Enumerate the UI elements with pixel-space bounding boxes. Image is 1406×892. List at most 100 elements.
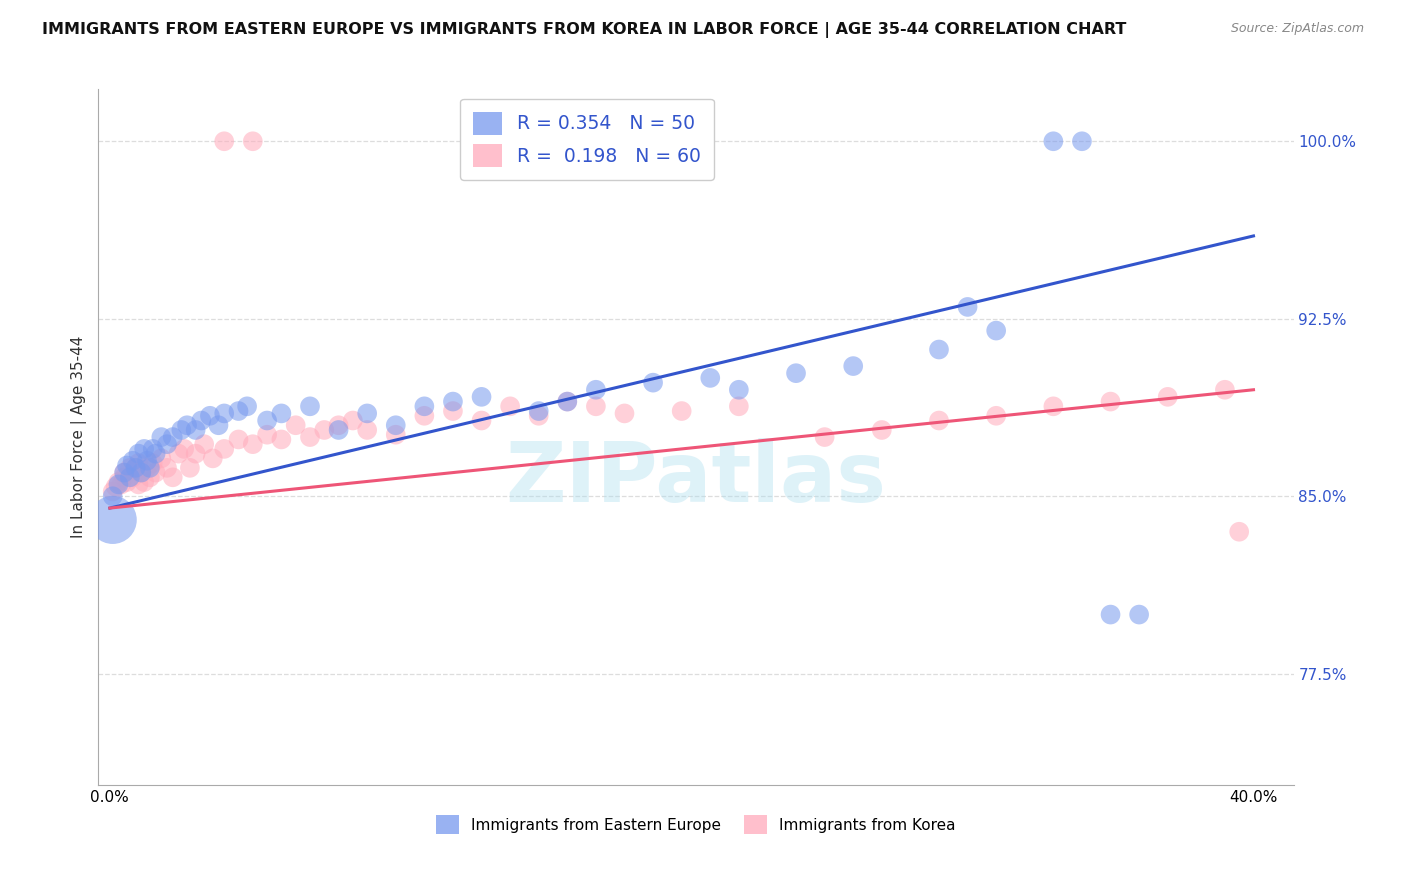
Point [328, 423, 350, 437]
Point [1099, 607, 1122, 622]
Legend: Immigrants from Eastern Europe, Immigrants from Korea: Immigrants from Eastern Europe, Immigran… [430, 809, 962, 840]
Point [413, 409, 436, 423]
Point [785, 366, 807, 380]
Point [112, 466, 135, 480]
Point [284, 418, 307, 433]
Point [190, 413, 212, 427]
Point [107, 477, 129, 491]
Point [298, 430, 321, 444]
Point [104, 480, 127, 494]
Point [384, 427, 406, 442]
Point [150, 451, 173, 466]
Point [228, 404, 250, 418]
Point [928, 343, 950, 357]
Point [499, 400, 522, 414]
Point [613, 406, 636, 420]
Point [314, 423, 336, 437]
Point [986, 409, 1008, 423]
Point [115, 458, 138, 473]
Point [242, 134, 264, 148]
Point [162, 470, 184, 484]
Point [671, 404, 693, 418]
Point [228, 433, 250, 447]
Point [956, 300, 979, 314]
Point [270, 433, 292, 447]
Point [142, 442, 165, 456]
Point [555, 394, 578, 409]
Point [136, 460, 159, 475]
Point [118, 470, 141, 484]
Text: IMMIGRANTS FROM EASTERN EUROPE VS IMMIGRANTS FROM KOREA IN LABOR FORCE | AGE 35-: IMMIGRANTS FROM EASTERN EUROPE VS IMMIGR… [42, 22, 1126, 38]
Point [555, 394, 578, 409]
Point [167, 447, 190, 461]
Point [173, 442, 195, 456]
Point [270, 406, 292, 420]
Point [136, 454, 159, 468]
Point [728, 400, 751, 414]
Point [101, 489, 124, 503]
Point [145, 466, 167, 480]
Point [124, 460, 146, 475]
Point [118, 460, 141, 475]
Point [110, 477, 132, 491]
Point [150, 430, 173, 444]
Point [121, 470, 143, 484]
Point [298, 400, 321, 414]
Point [441, 394, 464, 409]
Point [328, 418, 350, 433]
Point [112, 466, 135, 480]
Point [198, 409, 221, 423]
Point [1042, 134, 1064, 148]
Point [207, 418, 229, 433]
Point [527, 409, 550, 423]
Point [585, 400, 607, 414]
Point [201, 451, 224, 466]
Point [728, 383, 751, 397]
Point [115, 475, 138, 489]
Point [1213, 383, 1236, 397]
Point [256, 427, 278, 442]
Point [145, 447, 167, 461]
Point [470, 413, 492, 427]
Point [176, 418, 198, 433]
Point [641, 376, 664, 390]
Point [356, 423, 378, 437]
Point [170, 423, 193, 437]
Point [127, 477, 149, 491]
Point [342, 413, 364, 427]
Point [101, 513, 124, 527]
Point [527, 404, 550, 418]
Point [162, 430, 184, 444]
Point [193, 437, 215, 451]
Point [142, 456, 165, 470]
Point [184, 447, 207, 461]
Point [121, 454, 143, 468]
Point [131, 466, 153, 480]
Point [413, 400, 436, 414]
Point [384, 418, 406, 433]
Point [986, 324, 1008, 338]
Point [356, 406, 378, 420]
Point [470, 390, 492, 404]
Point [212, 134, 235, 148]
Point [134, 475, 156, 489]
Point [870, 423, 893, 437]
Point [1157, 390, 1180, 404]
Point [1099, 394, 1122, 409]
Point [127, 447, 149, 461]
Point [1071, 134, 1094, 148]
Point [139, 470, 162, 484]
Point [928, 413, 950, 427]
Point [131, 466, 153, 480]
Point [139, 460, 162, 475]
Point [842, 359, 865, 373]
Text: ZIPatlas: ZIPatlas [506, 438, 886, 519]
Point [242, 437, 264, 451]
Point [212, 406, 235, 420]
Y-axis label: In Labor Force | Age 35-44: In Labor Force | Age 35-44 [72, 336, 87, 538]
Text: Source: ZipAtlas.com: Source: ZipAtlas.com [1230, 22, 1364, 36]
Point [156, 460, 179, 475]
Point [112, 470, 135, 484]
Point [124, 460, 146, 475]
Point [156, 437, 179, 451]
